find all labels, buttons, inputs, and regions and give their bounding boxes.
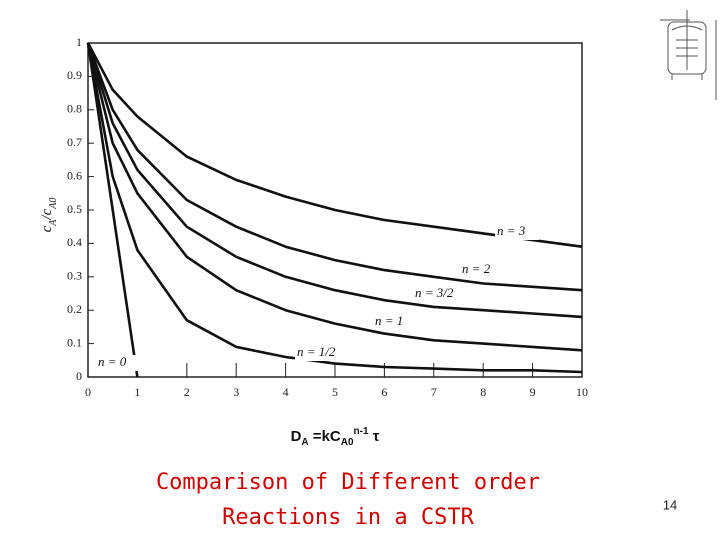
curve-label: n = 1 bbox=[375, 313, 403, 328]
curve bbox=[86, 42, 583, 352]
curve-label: n = 0 bbox=[98, 354, 127, 369]
label-part: A bbox=[48, 219, 59, 227]
curve-label-bg bbox=[295, 345, 339, 361]
label-part: A bbox=[301, 437, 308, 448]
label-part: A0 bbox=[341, 437, 354, 448]
y-axis-label: cA/cA0 bbox=[39, 198, 58, 233]
x-tick-label: 10 bbox=[576, 385, 588, 399]
curve-label-bg bbox=[413, 286, 457, 302]
curve-label-bg bbox=[495, 224, 539, 240]
x-tick-label: 9 bbox=[530, 385, 536, 399]
x-tick-label: 0 bbox=[85, 385, 91, 399]
curve bbox=[86, 42, 583, 319]
label-part: τ bbox=[369, 428, 380, 445]
page-number: 14 bbox=[663, 497, 677, 512]
y-tick-label: 0.1 bbox=[67, 335, 82, 349]
x-tick-label: 2 bbox=[184, 385, 190, 399]
curve-label-bg bbox=[96, 355, 140, 371]
x-axis-label: DA =kCA0n-1 τ bbox=[291, 426, 380, 448]
label-part: D bbox=[291, 428, 302, 445]
x-tick-label: 7 bbox=[431, 385, 437, 399]
y-tick-label: 0 bbox=[76, 369, 82, 383]
x-tick-label: 5 bbox=[332, 385, 338, 399]
y-tick-label: 0.6 bbox=[67, 168, 82, 182]
plot: 00.10.20.30.40.50.60.70.80.910 1 2 3 4 5 6 7 8 9 1… bbox=[67, 35, 588, 399]
reactor-icon bbox=[660, 10, 717, 100]
label-part: =kC bbox=[309, 428, 341, 445]
x-tick-label: 3 bbox=[233, 385, 239, 399]
curve bbox=[86, 42, 583, 248]
label-part: A0 bbox=[48, 198, 59, 210]
label-part: c bbox=[39, 225, 55, 232]
curve bbox=[86, 42, 583, 292]
y-tick-label: 0.4 bbox=[67, 235, 82, 249]
y-tick-label: 0.5 bbox=[67, 202, 82, 216]
curve-label: n = 3/2 bbox=[415, 285, 454, 300]
curve-label: n = 1/2 bbox=[297, 344, 336, 359]
y-tick-label: 0.3 bbox=[67, 269, 82, 283]
x-tick-label: 4 bbox=[283, 385, 289, 399]
slide-title: Reactions in a CSTR bbox=[222, 505, 474, 530]
curve-label: n = 2 bbox=[462, 261, 491, 276]
x-tick-label: 8 bbox=[480, 385, 486, 399]
x-tick-label: 1 bbox=[134, 385, 140, 399]
curve bbox=[86, 42, 139, 378]
curve-label-bg bbox=[460, 262, 504, 278]
label-part: /c bbox=[39, 208, 55, 220]
x-tick-label: 6 bbox=[381, 385, 387, 399]
curve-label: n = 3 bbox=[497, 223, 526, 238]
slide-title: Comparison of Different order bbox=[156, 470, 540, 495]
y-tick-label: 0.2 bbox=[67, 302, 82, 316]
y-tick-label: 0.9 bbox=[67, 68, 82, 82]
label-part: n-1 bbox=[354, 426, 369, 437]
curve-label-bg bbox=[373, 314, 417, 330]
y-tick-label: 0.8 bbox=[67, 102, 82, 116]
y-tick-label: 1 bbox=[76, 35, 82, 49]
y-tick-label: 0.7 bbox=[67, 135, 82, 149]
